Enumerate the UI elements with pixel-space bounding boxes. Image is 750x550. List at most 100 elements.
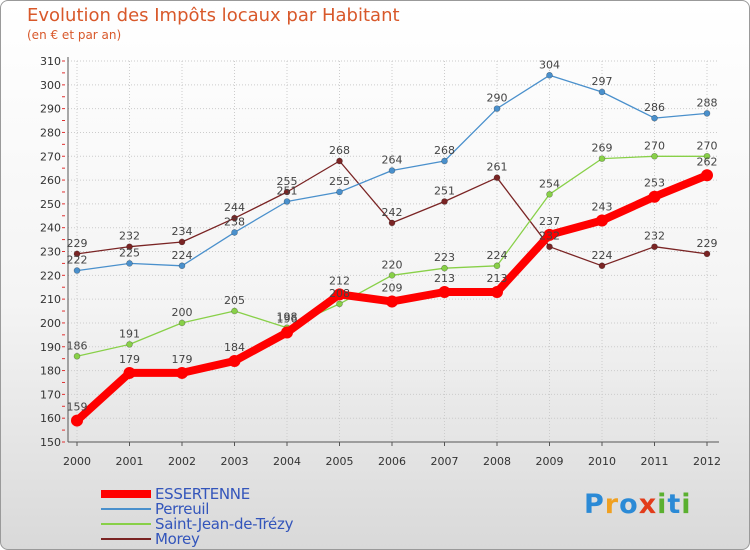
data-point <box>73 352 81 360</box>
legend-item: Perreuil <box>101 500 293 518</box>
data-label: 191 <box>119 327 140 340</box>
data-label: 270 <box>697 139 718 152</box>
legend-swatch <box>101 489 151 498</box>
data-point <box>493 105 501 112</box>
y-tick-label: 300 <box>40 79 61 92</box>
data-point <box>178 262 186 270</box>
data-label: 253 <box>644 177 665 190</box>
data-label: 232 <box>119 230 140 243</box>
x-tick-label: 2011 <box>641 455 669 468</box>
x-tick-label: 2006 <box>378 455 406 468</box>
data-label: 232 <box>539 230 560 243</box>
logo-letter: o <box>619 489 639 520</box>
y-tick-label: 230 <box>40 246 61 259</box>
x-tick-label: 2002 <box>168 455 196 468</box>
data-point <box>438 285 451 298</box>
data-point <box>231 229 238 236</box>
data-label: 179 <box>119 353 140 366</box>
data-label: 234 <box>172 225 193 238</box>
logo-letter: P <box>584 489 605 520</box>
data-point <box>386 295 398 308</box>
x-tick-label: 2005 <box>326 455 354 468</box>
data-point <box>336 188 343 196</box>
legend-item: ESSERTENNE <box>101 485 293 503</box>
data-label: 159 <box>67 401 88 414</box>
x-tick-label: 2003 <box>221 455 249 468</box>
data-point <box>281 326 293 339</box>
data-point <box>648 190 661 203</box>
x-tick-label: 2009 <box>536 455 564 468</box>
data-label: 237 <box>539 215 560 228</box>
data-label: 268 <box>434 144 455 157</box>
y-tick-label: 180 <box>40 365 61 378</box>
data-point <box>73 267 81 274</box>
data-point <box>598 88 606 96</box>
data-point <box>598 262 606 270</box>
legend-item: Morey <box>101 529 293 548</box>
data-label: 268 <box>329 144 350 157</box>
data-label: 196 <box>277 312 298 325</box>
data-point <box>388 219 396 227</box>
data-point <box>123 366 136 379</box>
data-label-layer: 229 232 234 244 255 268 242 251 261 232 224 232 229 2… <box>67 58 718 413</box>
y-tick-label: 280 <box>40 126 61 139</box>
data-label: 184 <box>224 341 245 354</box>
x-tick-label: 2001 <box>116 455 144 468</box>
data-label: 244 <box>224 201 245 214</box>
data-point <box>546 71 553 79</box>
y-tick-label: 210 <box>40 293 61 306</box>
data-label: 223 <box>434 251 455 264</box>
data-point <box>441 198 448 205</box>
data-label: 264 <box>382 154 403 167</box>
data-point <box>126 260 133 267</box>
data-point <box>283 198 291 205</box>
x-tick-label: 2012 <box>693 455 721 468</box>
legend-item: Saint-Jean-de-Trézy <box>101 515 293 533</box>
data-label: 179 <box>172 353 193 366</box>
y-tick-label: 260 <box>40 174 61 187</box>
data-label: 290 <box>487 92 508 105</box>
y-tick-label: 290 <box>40 103 61 116</box>
y-tick-label: 160 <box>40 412 61 425</box>
logo-letter: t <box>667 489 682 520</box>
data-point <box>441 157 448 165</box>
legend-swatch <box>101 537 151 540</box>
y-tick-label: 220 <box>40 269 61 282</box>
data-point <box>441 264 448 272</box>
logo-letter: i <box>657 489 668 520</box>
y-tick-label: 200 <box>40 317 61 330</box>
data-label: 212 <box>329 274 350 287</box>
data-label: 186 <box>67 339 88 352</box>
data-label: 255 <box>329 175 350 188</box>
data-point <box>336 300 343 308</box>
logo-letter: r <box>604 489 620 520</box>
data-point <box>73 250 81 258</box>
data-label: 254 <box>539 177 560 190</box>
grid-layer <box>68 60 719 443</box>
data-point <box>703 250 711 258</box>
chart-subtitle: (en € et par an) <box>27 28 122 42</box>
legend-label: Morey <box>155 529 200 548</box>
data-label: 243 <box>592 201 613 214</box>
data-point <box>388 272 396 279</box>
legend-swatch <box>101 507 151 510</box>
data-point <box>336 157 343 165</box>
data-label: 222 <box>67 254 88 267</box>
data-point <box>71 414 83 427</box>
data-point <box>126 341 133 348</box>
y-tick-label: 250 <box>40 198 61 211</box>
data-label: 229 <box>67 237 88 250</box>
proxiti-logo: Proxiti <box>584 489 692 520</box>
y-tick-label: 170 <box>40 388 61 401</box>
data-point <box>178 319 186 327</box>
x-tick-label: 2010 <box>588 455 616 468</box>
data-point <box>703 152 711 160</box>
data-label: 213 <box>487 272 508 285</box>
data-point <box>701 169 713 182</box>
data-label: 224 <box>592 249 613 262</box>
data-point <box>491 285 503 298</box>
data-point <box>651 243 658 251</box>
data-point <box>333 288 346 301</box>
data-label: 255 <box>277 175 298 188</box>
